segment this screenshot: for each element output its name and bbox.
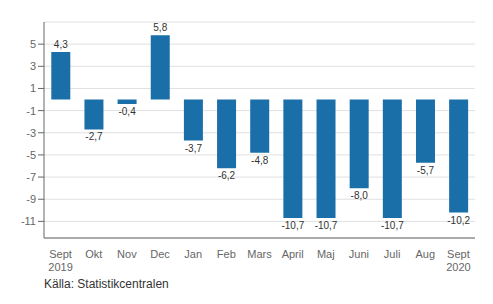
svg-text:April: April <box>282 248 304 260</box>
svg-text:5,8: 5,8 <box>153 22 167 33</box>
svg-text:-11: -11 <box>21 215 36 227</box>
svg-text:Juni: Juni <box>349 248 369 260</box>
svg-text:3: 3 <box>30 60 36 72</box>
svg-text:Juli: Juli <box>384 248 401 260</box>
svg-text:Dec: Dec <box>150 248 170 260</box>
svg-text:-7: -7 <box>26 171 36 183</box>
svg-text:-6,2: -6,2 <box>218 170 236 181</box>
svg-text:-9: -9 <box>26 193 36 205</box>
svg-text:Sept2020: Sept2020 <box>446 248 470 273</box>
svg-text:-10,7: -10,7 <box>281 220 304 231</box>
svg-text:-3: -3 <box>26 127 36 139</box>
svg-text:-10,7: -10,7 <box>381 220 404 231</box>
svg-text:-10,2: -10,2 <box>447 215 470 226</box>
svg-text:Jan: Jan <box>184 248 202 260</box>
svg-text:-8,0: -8,0 <box>351 190 369 201</box>
svg-text:Mars: Mars <box>247 248 272 260</box>
svg-text:5: 5 <box>30 38 36 50</box>
svg-text:-1: -1 <box>26 105 36 117</box>
svg-text:Sept2019: Sept2019 <box>48 248 72 273</box>
svg-text:Nov: Nov <box>117 248 137 260</box>
svg-text:-4,8: -4,8 <box>251 155 269 166</box>
svg-text:-2,7: -2,7 <box>85 131 103 142</box>
svg-text:-10,7: -10,7 <box>315 220 338 231</box>
svg-text:1: 1 <box>30 82 36 94</box>
html-text:Källa: Statistikcentralen: Källa: Statistikcentralen <box>44 277 169 291</box>
svg-text:Feb: Feb <box>217 248 236 260</box>
svg-text:-0,4: -0,4 <box>118 106 136 117</box>
svg-text:-3,7: -3,7 <box>185 143 203 154</box>
svg-text:-5: -5 <box>26 149 36 161</box>
svg-text:4,3: 4,3 <box>54 39 68 50</box>
svg-text:Aug: Aug <box>415 248 435 260</box>
svg-text:Maj: Maj <box>317 248 335 260</box>
svg-text:Okt: Okt <box>85 248 102 260</box>
svg-text:-5,7: -5,7 <box>417 165 435 176</box>
